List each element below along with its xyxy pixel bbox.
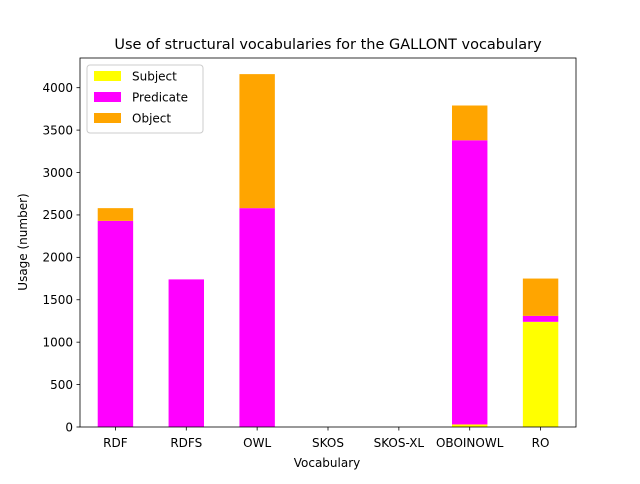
x-axis-label: Vocabulary: [294, 456, 361, 470]
bar-predicate-rdfs: [168, 279, 204, 427]
x-tick-label: RO: [532, 436, 550, 450]
x-tick-label: OWL: [243, 436, 271, 450]
legend-label-predicate: Predicate: [132, 91, 188, 105]
bar-predicate-owl: [239, 208, 275, 427]
y-tick-label: 3000: [42, 166, 73, 180]
chart-title: Use of structural vocabularies for the G…: [114, 37, 542, 53]
x-tick-label: RDFS: [170, 436, 202, 450]
y-tick-label: 4000: [42, 81, 73, 95]
y-tick-label: 0: [65, 420, 73, 434]
bar-predicate-oboinowl: [452, 140, 488, 425]
y-tick-label: 2500: [42, 208, 73, 222]
x-tick-label: SKOS: [312, 436, 344, 450]
bar-object-owl: [239, 74, 275, 209]
plot-area: RDF RDFS OWL SKOS SKOS-XL OBOINOWL RO 0 500 1000 1…: [42, 57, 577, 450]
bar-subject-oboinowl: [452, 424, 488, 427]
y-axis-label: Usage (number): [16, 193, 30, 290]
legend-swatch-predicate: [94, 92, 121, 102]
y-tick-label: 1000: [42, 335, 73, 349]
bar-object-rdf: [97, 208, 134, 221]
x-tick-label: RDF: [103, 436, 128, 450]
x-tick-label: SKOS-XL: [374, 436, 425, 450]
bars-group: [97, 74, 559, 427]
y-tick-label: 3500: [42, 123, 73, 137]
legend-swatch-subject: [94, 71, 121, 81]
legend-label-subject: Subject: [132, 70, 177, 84]
legend-label-object: Object: [132, 112, 171, 126]
y-tick-label: 1500: [42, 293, 73, 307]
legend-swatch-object: [94, 113, 121, 123]
bar-object-oboinowl: [452, 105, 488, 141]
legend: Subject Predicate Object: [86, 64, 204, 134]
bar-predicate-ro: [522, 315, 559, 322]
bar-subject-ro: [522, 321, 559, 427]
y-tick-label: 500: [50, 378, 73, 392]
bar-object-ro: [522, 278, 559, 316]
y-tick-label: 2000: [42, 251, 73, 265]
x-tick-label: OBOINOWL: [436, 436, 504, 450]
bar-predicate-rdf: [97, 220, 134, 427]
